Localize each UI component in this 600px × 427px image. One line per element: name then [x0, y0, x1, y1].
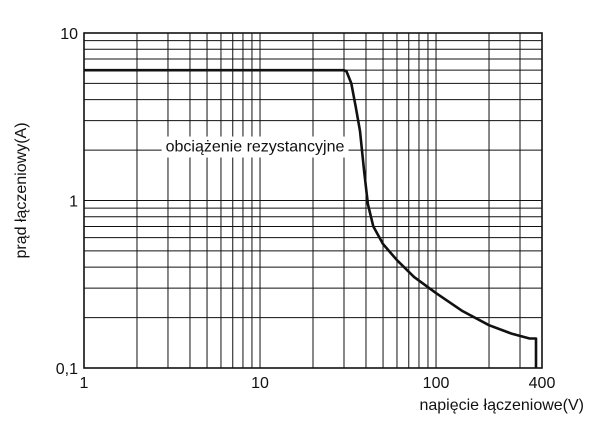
x-tick-label: 100 — [423, 375, 450, 392]
y-axis-label: prąd łączeniowy(A) — [13, 122, 30, 258]
x-axis-label: napięcie łączeniowe(V) — [419, 397, 584, 414]
x-tick-label: 10 — [251, 375, 269, 392]
annotation-background — [161, 136, 349, 158]
y-tick-label: 0,1 — [56, 361, 78, 378]
x-tick-label: 1 — [80, 375, 89, 392]
grid — [84, 33, 542, 368]
y-tick-label: 10 — [60, 26, 78, 43]
series-line — [84, 68, 538, 368]
plot-frame — [83, 32, 543, 369]
x-tick-label: 400 — [529, 375, 556, 392]
annotation-label: obciążenie rezystancyjne — [166, 139, 345, 156]
y-tick-label: 1 — [69, 194, 78, 211]
